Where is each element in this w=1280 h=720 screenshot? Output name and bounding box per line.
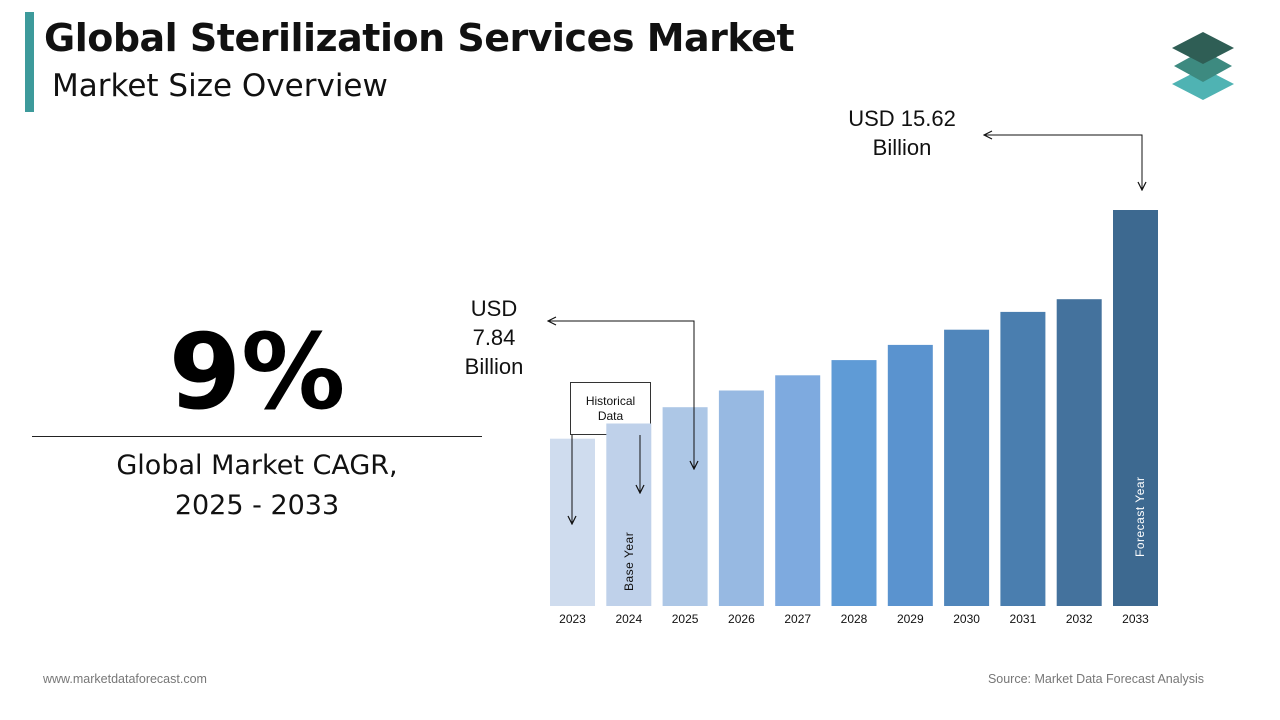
bars-group [550,210,1158,606]
bar-2025 [662,407,708,606]
x-tick-2033: 2033 [1122,612,1149,626]
title-accent-bar [25,12,34,112]
forecast-year-label: Forecast Year [1133,476,1147,557]
end-value-annotation: USD 15.62 Billion [826,104,978,162]
base-value-annotation: USD 7.84 Billion [446,294,542,381]
stacked-layers-icon [1172,32,1234,100]
bar-2027 [775,375,821,606]
cagr-value: 9% [168,311,346,433]
base-value-line2: 7.84 [472,325,516,350]
x-tick-2023: 2023 [559,612,586,626]
bar-2030 [944,329,990,606]
end-value-line2: Billion [872,135,932,160]
x-tick-2024: 2024 [615,612,642,626]
base-value-line3: Billion [464,354,524,379]
x-tick-2031: 2031 [1010,612,1037,626]
cagr-label: Global Market CAGR, 2025 - 2033 [32,446,482,526]
divider [32,436,482,437]
cagr-label-line2: 2025 - 2033 [174,490,340,521]
page-subtitle: Market Size Overview [52,68,388,104]
x-tick-2025: 2025 [672,612,699,626]
bar-2031 [1000,311,1046,606]
footer-source: Source: Market Data Forecast Analysis [987,672,1204,686]
x-tick-2029: 2029 [897,612,924,626]
x-tick-2026: 2026 [728,612,755,626]
historical-line1: Historical [585,394,636,408]
x-tick-2030: 2030 [953,612,980,626]
historical-line2: Data [597,409,624,423]
bar-2033 [1113,210,1158,606]
footer-website: www.marketdataforecast.com [43,672,207,686]
cagr-label-line1: Global Market CAGR, [116,450,398,481]
x-tick-2028: 2028 [841,612,868,626]
connector-arrows [548,135,1142,524]
end-value-arrow-down [985,134,1142,190]
base-year-label: Base Year [622,532,636,591]
page-title: Global Sterilization Services Market [44,16,795,60]
x-tick-2032: 2032 [1066,612,1093,626]
x-tick-2027: 2027 [784,612,811,626]
bar-2028 [831,360,877,606]
bar-2026 [718,390,764,606]
bar-2024 [606,423,652,606]
base-value-arrow-down [550,320,694,469]
base-value-line1: USD [470,296,518,321]
end-value-line1: USD 15.62 [848,106,956,131]
bar-2029 [887,344,933,606]
x-tick-labels: 2023 2024 2025 2026 2027 2028 2029 2030 2031 2032… [559,612,1149,626]
bar-2032 [1056,299,1102,606]
